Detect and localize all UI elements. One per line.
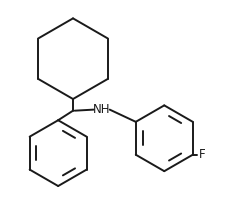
Text: NH: NH — [93, 103, 110, 116]
Text: F: F — [199, 148, 205, 161]
